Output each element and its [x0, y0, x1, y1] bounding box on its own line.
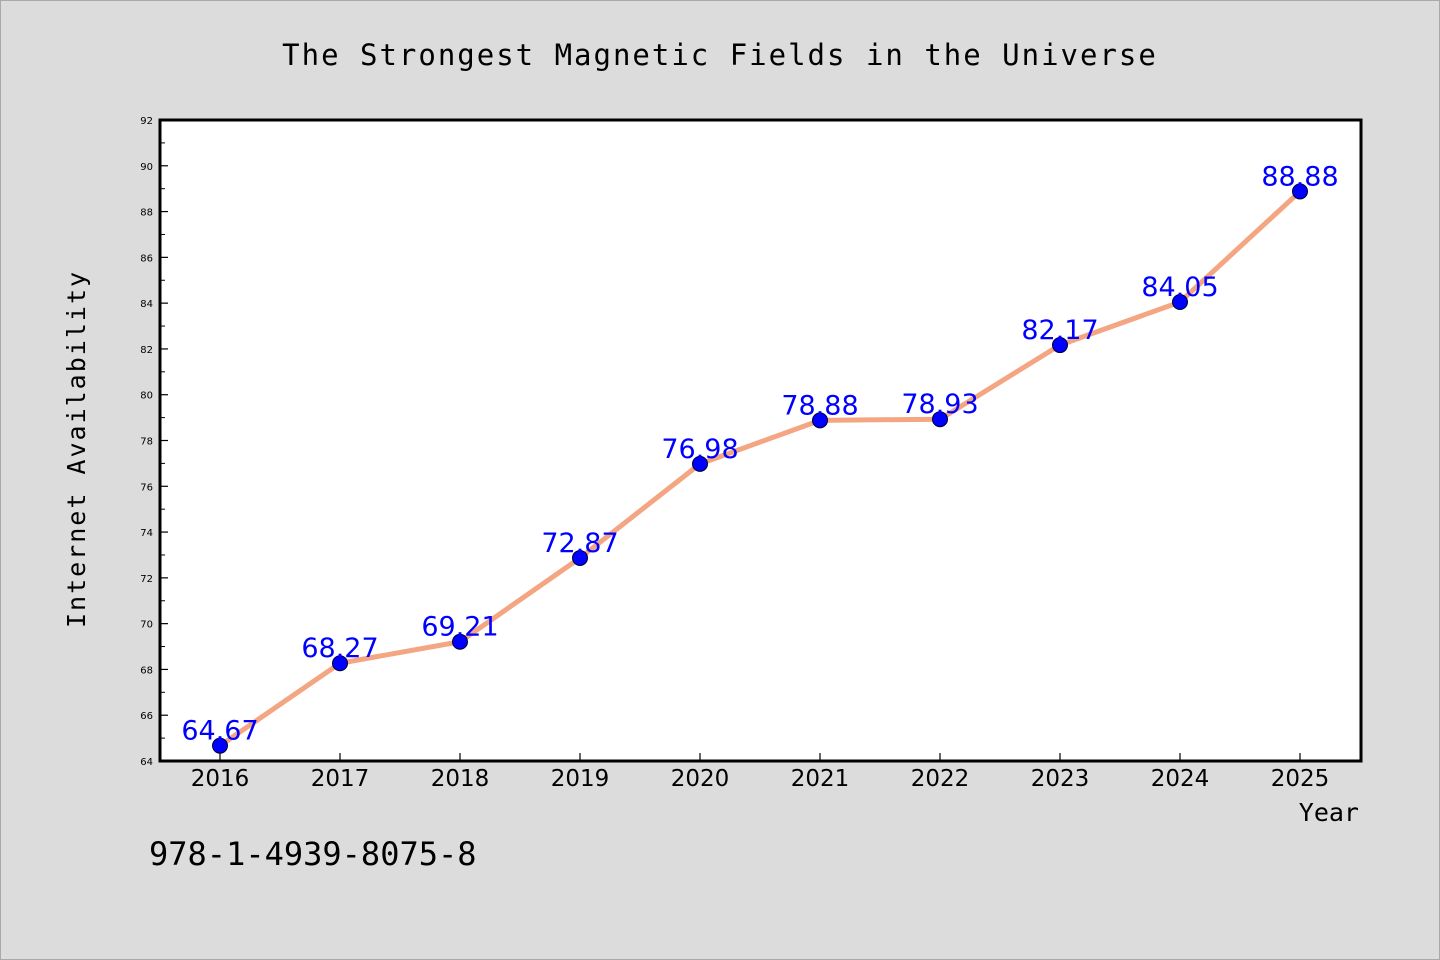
y-tick-label: 64 [140, 757, 153, 768]
data-label: 88.88 [1261, 161, 1338, 192]
data-label: 82.17 [1021, 315, 1098, 346]
y-tick-label: 74 [140, 528, 153, 539]
y-tick-label: 92 [140, 116, 153, 127]
data-label: 76.98 [661, 434, 738, 465]
x-tick-label: 2025 [1271, 766, 1330, 792]
y-tick-label: 78 [140, 437, 153, 448]
x-tick-label: 2016 [191, 766, 250, 792]
y-axis-ticks: 64 66 68 70 72 74 76 78 80 82 84 86 88 90 92 [140, 116, 168, 768]
y-axis-label: Internet Availability [62, 270, 91, 628]
y-tick-label: 76 [140, 482, 153, 493]
data-point [332, 655, 348, 672]
y-tick-label: 70 [140, 620, 153, 631]
data-label: 84.05 [1141, 272, 1218, 303]
x-axis-ticks: 2016 2017 2018 2019 2020 2021 2022 2023 2024 2025 [191, 753, 1330, 792]
data-point [572, 549, 588, 566]
x-tick-label: 2019 [551, 766, 610, 792]
data-point [692, 455, 708, 472]
y-tick-label: 80 [140, 391, 153, 402]
data-label: 68.27 [301, 633, 378, 664]
series-markers [212, 183, 1308, 754]
data-label: 64.67 [181, 716, 258, 747]
x-tick-label: 2017 [311, 766, 370, 792]
x-axis-label: Year [1299, 798, 1359, 827]
y-tick-label: 66 [140, 711, 153, 722]
x-tick-label: 2023 [1031, 766, 1090, 792]
data-label: 78.88 [781, 390, 858, 421]
data-point [932, 411, 948, 428]
data-point [1052, 337, 1068, 354]
y-tick-label: 86 [140, 253, 153, 264]
isbn-annotation: 978-1-4939-8075-8 [149, 835, 477, 873]
y-tick-label: 84 [140, 299, 153, 310]
data-label: 78.93 [901, 389, 978, 420]
series-line [217, 188, 1303, 749]
x-tick-label: 2024 [1151, 766, 1210, 792]
x-tick-label: 2022 [911, 766, 970, 792]
x-tick-label: 2020 [671, 766, 730, 792]
data-label: 72.87 [541, 528, 618, 559]
data-point [812, 412, 828, 429]
series-polyline [217, 188, 1303, 749]
y-tick-label: 90 [140, 162, 153, 173]
data-point [1172, 293, 1188, 310]
y-tick-label: 88 [140, 208, 153, 219]
data-labels: 64.67 68.27 69.21 72.87 76.98 78.88 78.93 82.17… [181, 161, 1338, 746]
x-tick-label: 2018 [431, 766, 490, 792]
data-point [1292, 183, 1308, 200]
data-point [212, 737, 228, 754]
y-tick-label: 68 [140, 665, 153, 676]
data-point [452, 633, 468, 650]
chart-title: The Strongest Magnetic Fields in the Uni… [282, 38, 1158, 72]
y-tick-label: 72 [140, 574, 153, 585]
x-tick-label: 2021 [791, 766, 850, 792]
data-label: 69.21 [421, 612, 498, 643]
y-tick-label: 82 [140, 345, 153, 356]
